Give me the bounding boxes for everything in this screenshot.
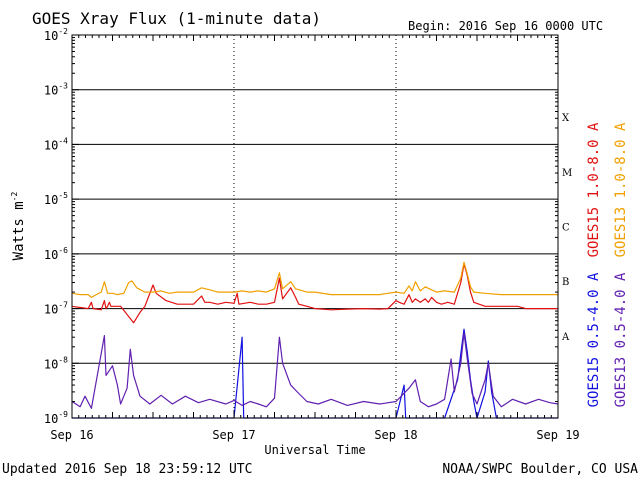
flare-class-label: X: [562, 113, 570, 124]
series-line: [71, 263, 558, 324]
y-tick-label: 10-9: [44, 410, 68, 426]
x-tick-label: Sep 16: [50, 428, 93, 442]
legend-label: GOES13 1.0-8.0 A: [613, 122, 629, 257]
x-axis-ticks: Sep 16 Sep 17 Sep 18 Sep 19: [50, 35, 580, 442]
flare-class-labels: X M C B A: [561, 113, 572, 343]
chart-title: GOES Xray Flux (1-minute data): [32, 9, 321, 28]
legend: GOES15 1.0-8.0 A GOES13 1.0-8.0 A GOES15 0…: [586, 122, 629, 407]
y-tick-label: 10-8: [44, 355, 68, 371]
y-tick-label: 10-6: [44, 246, 68, 262]
flare-class-label: M: [562, 168, 572, 179]
series-line: [71, 332, 559, 409]
footer-updated: Updated 2016 Sep 18 23:59:12 UTC: [2, 462, 252, 477]
x-tick-label: Sep 19: [536, 428, 579, 442]
flare-class-label: C: [562, 223, 570, 234]
flare-class-label: A: [561, 332, 570, 343]
legend-label: GOES15 1.0-8.0 A: [586, 122, 602, 257]
y-tick-label: 10-7: [44, 301, 68, 317]
y-axis-ticks: 10-9 10-8 10-7 10-6 10-5 10-4 10-3 10-2: [44, 27, 558, 426]
x-axis-title: Universal Time: [264, 443, 365, 457]
x-tick-label: Sep 18: [374, 428, 417, 442]
legend-label: GOES13 0.5-4.0 A: [613, 272, 629, 407]
grid: [72, 35, 558, 418]
y-tick-label: 10-3: [44, 82, 68, 98]
y-tick-label: 10-2: [44, 27, 68, 43]
y-tick-label: 10-4: [44, 136, 68, 152]
series-lines: [71, 261, 559, 419]
flare-class-label: B: [562, 277, 569, 288]
x-tick-label: Sep 17: [212, 428, 255, 442]
y-tick-label: 10-5: [44, 191, 68, 207]
series-line: [71, 261, 558, 298]
legend-label: GOES15 0.5-4.0 A: [586, 272, 602, 407]
y-axis-title: Watts m-2: [10, 191, 27, 260]
footer-credit: NOAA/SWPC Boulder, CO USA: [442, 462, 638, 477]
begin-label: Begin: 2016 Sep 16 0000 UTC: [408, 19, 603, 33]
